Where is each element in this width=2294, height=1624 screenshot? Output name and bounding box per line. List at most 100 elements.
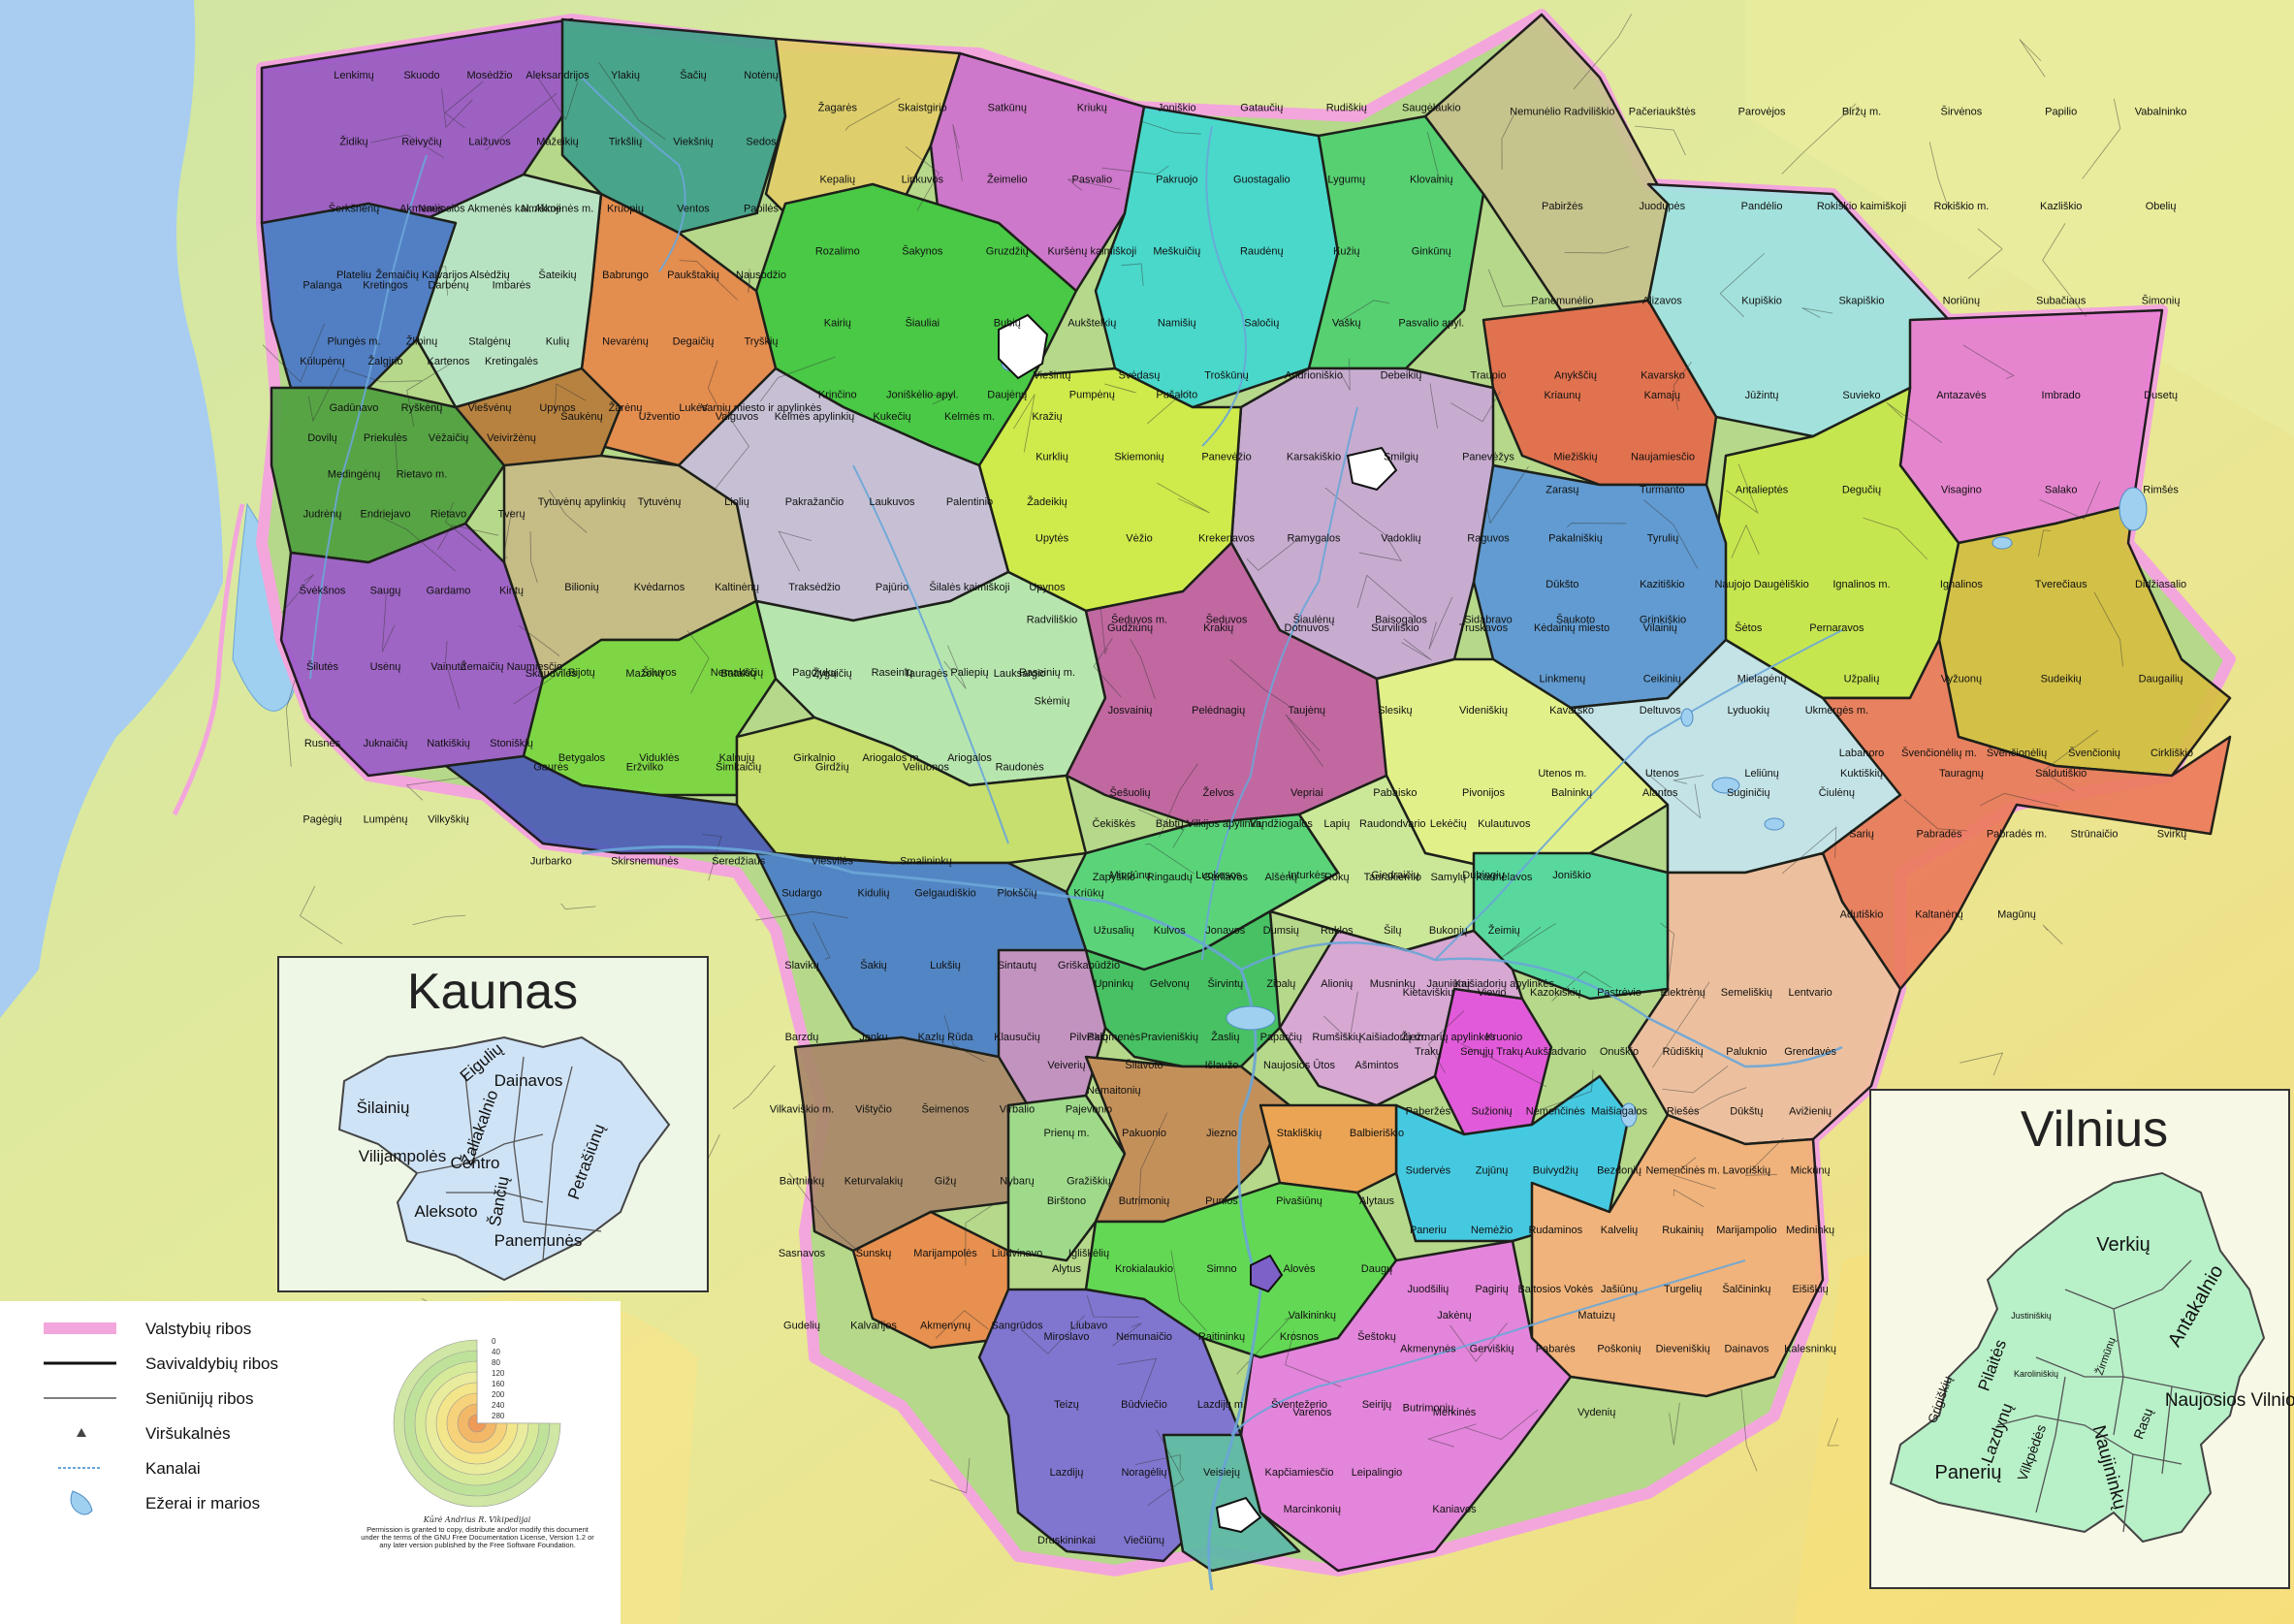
eldership-border-line — [441, 88, 473, 129]
place-label: Taurakiemio — [1364, 872, 1421, 883]
rivers — [309, 77, 1843, 1591]
peak-icon — [77, 1428, 86, 1437]
place-label: Grinkiškio — [1640, 614, 1686, 625]
place-label: Dūkšto — [1545, 579, 1578, 590]
place-label: Dainavos — [1724, 1343, 1768, 1354]
eldership-border-line — [1130, 638, 1156, 700]
place-label: Taujėnų — [1289, 705, 1326, 716]
place-label: Saločių — [1244, 317, 1279, 329]
eldership-border-line — [1246, 538, 1299, 571]
place-label: Vepriai — [1290, 787, 1323, 799]
place-label: Pakražančio — [785, 496, 844, 508]
eldership-border-line — [1726, 463, 1759, 514]
place-label: Kavarsko — [1549, 705, 1594, 716]
eldership-border-line — [1285, 1330, 1342, 1387]
legend-item-label: Ežerai ir marios — [145, 1494, 260, 1513]
eldership-border-line — [1564, 246, 1630, 254]
eldership-border-line — [788, 1172, 865, 1257]
place-label: Palanga — [303, 279, 342, 291]
place-label: Naujamiesčio — [1631, 451, 1695, 462]
elevation-tick-label: 0 — [492, 1337, 496, 1346]
lake — [1711, 777, 1740, 794]
eldership-borders — [262, 14, 2123, 1507]
place-label: Trakų — [1415, 1046, 1442, 1058]
place-label: Ringaudų — [1147, 872, 1193, 883]
place-label: Magūnų — [1997, 909, 2036, 921]
elevation-tick-label: 120 — [492, 1369, 505, 1378]
place-label: Eržvilko — [626, 762, 664, 774]
place-label: Gudelių — [783, 1320, 820, 1331]
place-label: Šešuolių — [1109, 786, 1150, 799]
place-label: Lapių — [1323, 818, 1350, 830]
place-label: Kulautuvos — [1478, 818, 1531, 830]
place-label: Traupio — [1471, 369, 1507, 381]
eldership-border-line — [2042, 223, 2087, 317]
place-label: Rietavo — [430, 509, 466, 521]
place-label: Šačių — [680, 69, 707, 81]
eldership-border-line — [1358, 533, 1402, 561]
place-label: Rūdiškių — [1663, 1046, 1704, 1058]
place-label: Pakuonio — [1122, 1128, 1166, 1139]
place-label: Jašiūnų — [1601, 1284, 1638, 1295]
place-label: Leipalingio — [1352, 1467, 1403, 1479]
place-label: Kaišiadorių m. — [1358, 1032, 1426, 1043]
place-label: Smalininkų — [900, 855, 952, 867]
place-label: Nemenčinės — [1526, 1105, 1586, 1117]
place-label: Paneriu — [1410, 1225, 1447, 1236]
eldership-border-line — [1229, 659, 1289, 706]
place-label: Lekėčių — [1430, 818, 1467, 830]
place-label: Pabradės m. — [1987, 828, 2047, 840]
place-label: Paukštakių — [667, 270, 719, 281]
eldership-border-line — [1487, 269, 1539, 307]
eldership-border-line — [445, 641, 461, 710]
place-label: Rusnės — [304, 738, 341, 749]
eldership-border-line — [943, 645, 967, 689]
place-label: Krinčino — [818, 389, 857, 400]
curonian-spit — [172, 503, 245, 816]
eldership-border-line — [929, 1457, 971, 1494]
place-label: Jauniūnų — [1426, 978, 1470, 990]
place-label: Žygaičių — [812, 667, 852, 680]
river-sventoji — [1434, 629, 1843, 961]
place-label: Lazdijų — [1050, 1467, 1084, 1479]
eldership-border-line — [1502, 923, 1556, 958]
eldership-border-line — [1673, 361, 1692, 410]
credit-author: Kūrė Andrius R. Vikipedijai — [423, 1515, 531, 1524]
place-label: Panevėžio — [1201, 451, 1251, 462]
eldership-border-line — [1401, 638, 1432, 661]
eldership-border-line — [285, 678, 297, 767]
place-label: Medininkų — [1786, 1225, 1834, 1236]
place-label: Baisogalos — [1375, 614, 1427, 625]
eldership-border-line — [1428, 596, 1453, 650]
place-label: Čiulėnų — [1819, 786, 1855, 799]
place-label: Svirkų — [2157, 828, 2187, 840]
eldership-border-line — [812, 922, 831, 960]
place-label: Inturkės — [1288, 870, 1326, 881]
vilnius-inset-title: Vilnius — [2021, 1101, 2168, 1158]
eldership-border-line — [437, 266, 448, 296]
eldership-border-line — [1145, 844, 1195, 875]
place-label: Šeimenos — [922, 1102, 970, 1115]
place-label: Akmenynės — [1400, 1343, 1456, 1354]
eldership-border-line — [1067, 178, 1121, 191]
place-label: Antazavės — [1936, 390, 1987, 401]
place-label: Gaurės — [533, 762, 569, 774]
place-label: Ylakių — [611, 70, 640, 81]
eldership-border-line — [406, 364, 450, 427]
place-label: Dieveniškių — [1656, 1343, 1710, 1354]
river-neris — [1240, 941, 1843, 1068]
place-label: Sedos — [746, 137, 777, 148]
place-label: Mielagėnų — [1737, 674, 1787, 685]
place-label: Viekšnių — [673, 137, 713, 148]
place-label: Ruklos — [1321, 925, 1354, 937]
vilnius-city-shape — [1889, 1171, 2266, 1544]
place-label: Tauragės — [904, 668, 948, 680]
place-label: Sangrūdos — [991, 1320, 1043, 1331]
place-label: Panemunėlio — [1531, 296, 1593, 307]
place-label: Joniškėlio apyl. — [886, 389, 959, 400]
eldership-border-line — [1643, 499, 1699, 569]
place-label: Liubavo — [1070, 1320, 1108, 1331]
eldership-border-line — [1112, 1322, 1142, 1347]
lake — [1991, 536, 2013, 550]
place-label: Mažeikių — [536, 137, 578, 148]
